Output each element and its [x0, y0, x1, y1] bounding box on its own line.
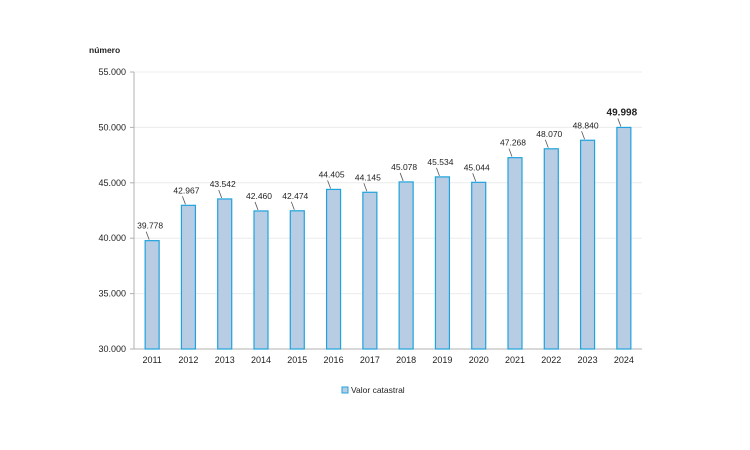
data-labels: 39.778 42.967 43.542 42.460 42.474 44.405 44.1… — [137, 107, 638, 240]
data-label: 42.474 — [282, 191, 308, 201]
legend: Valor catastral — [341, 385, 405, 395]
data-label: 39.778 — [137, 221, 163, 231]
data-label: 48.070 — [536, 129, 562, 139]
y-tick-label: 40.000 — [98, 233, 126, 243]
data-label-leader — [327, 180, 331, 189]
data-label-leader — [399, 172, 404, 182]
bar — [616, 126, 632, 350]
x-tick-label: 2017 — [360, 355, 380, 365]
bar — [507, 157, 523, 350]
data-label: 45.044 — [464, 162, 490, 172]
bar — [471, 181, 487, 350]
data-label: 43.542 — [210, 179, 236, 189]
y-tick-label: 30.000 — [98, 344, 126, 354]
bar — [325, 188, 342, 350]
data-label: 44.405 — [319, 169, 345, 179]
legend-label: Valor catastral — [351, 385, 405, 395]
legend-swatch — [341, 386, 349, 394]
x-tick-label: 2018 — [396, 355, 416, 365]
data-label-leader — [218, 189, 223, 199]
data-label: 47.268 — [500, 138, 526, 148]
bar — [362, 191, 378, 350]
y-tick-label: 45.000 — [98, 178, 126, 188]
x-tick-label: 2014 — [251, 355, 271, 365]
x-tick-label: 2011 — [142, 355, 161, 365]
bar — [398, 181, 414, 350]
bar — [217, 198, 233, 350]
x-tick-label: 2022 — [541, 355, 561, 365]
x-tick-labels: 2011 2012 2013 2014 2015 2016 2017 2018 2019 2020… — [142, 355, 633, 365]
x-tick-label: 2024 — [614, 355, 634, 365]
x-tick-label: 2020 — [469, 355, 489, 365]
x-tick-label: 2016 — [324, 355, 344, 365]
data-label-leader — [290, 201, 295, 210]
x-tick-label: 2015 — [287, 355, 307, 365]
bar — [579, 139, 596, 350]
data-label-leader — [617, 118, 622, 127]
data-label-leader — [581, 131, 585, 140]
data-label-leader — [544, 139, 549, 148]
bar — [543, 148, 559, 350]
data-label: 45.534 — [427, 157, 453, 167]
data-label-leader — [145, 231, 150, 240]
data-label-leader — [472, 173, 477, 182]
x-tick-label: 2021 — [505, 355, 525, 365]
y-tick-label: 50.000 — [98, 122, 126, 132]
y-tick-label: 35.000 — [98, 289, 126, 299]
data-label: 48.840 — [573, 120, 599, 130]
data-label: 42.967 — [173, 185, 199, 195]
data-label-leader — [182, 196, 186, 205]
y-tick-label: 55.000 — [98, 67, 126, 77]
data-label: 42.460 — [246, 191, 272, 201]
data-label: 45.078 — [391, 162, 417, 172]
data-label-leader — [254, 201, 259, 211]
y-axis-label: número — [89, 45, 120, 55]
bar — [180, 204, 197, 350]
bar — [144, 240, 160, 350]
data-label: 49.998 — [607, 107, 638, 118]
x-tick-label: 2012 — [178, 355, 198, 365]
bar — [289, 210, 305, 350]
bar — [253, 210, 269, 350]
data-label: 44.145 — [355, 172, 381, 182]
y-tick-labels: 30.000 35.000 40.000 45.000 50.000 55.000 — [98, 67, 126, 354]
bar — [434, 176, 451, 350]
data-label-leader — [508, 148, 513, 157]
data-label-leader — [363, 183, 368, 192]
data-label-leader — [436, 167, 440, 177]
x-tick-label: 2019 — [432, 355, 452, 365]
x-tick-label: 2013 — [215, 355, 235, 365]
bars — [144, 126, 632, 350]
x-tick-label: 2023 — [578, 355, 598, 365]
axes — [130, 71, 642, 350]
